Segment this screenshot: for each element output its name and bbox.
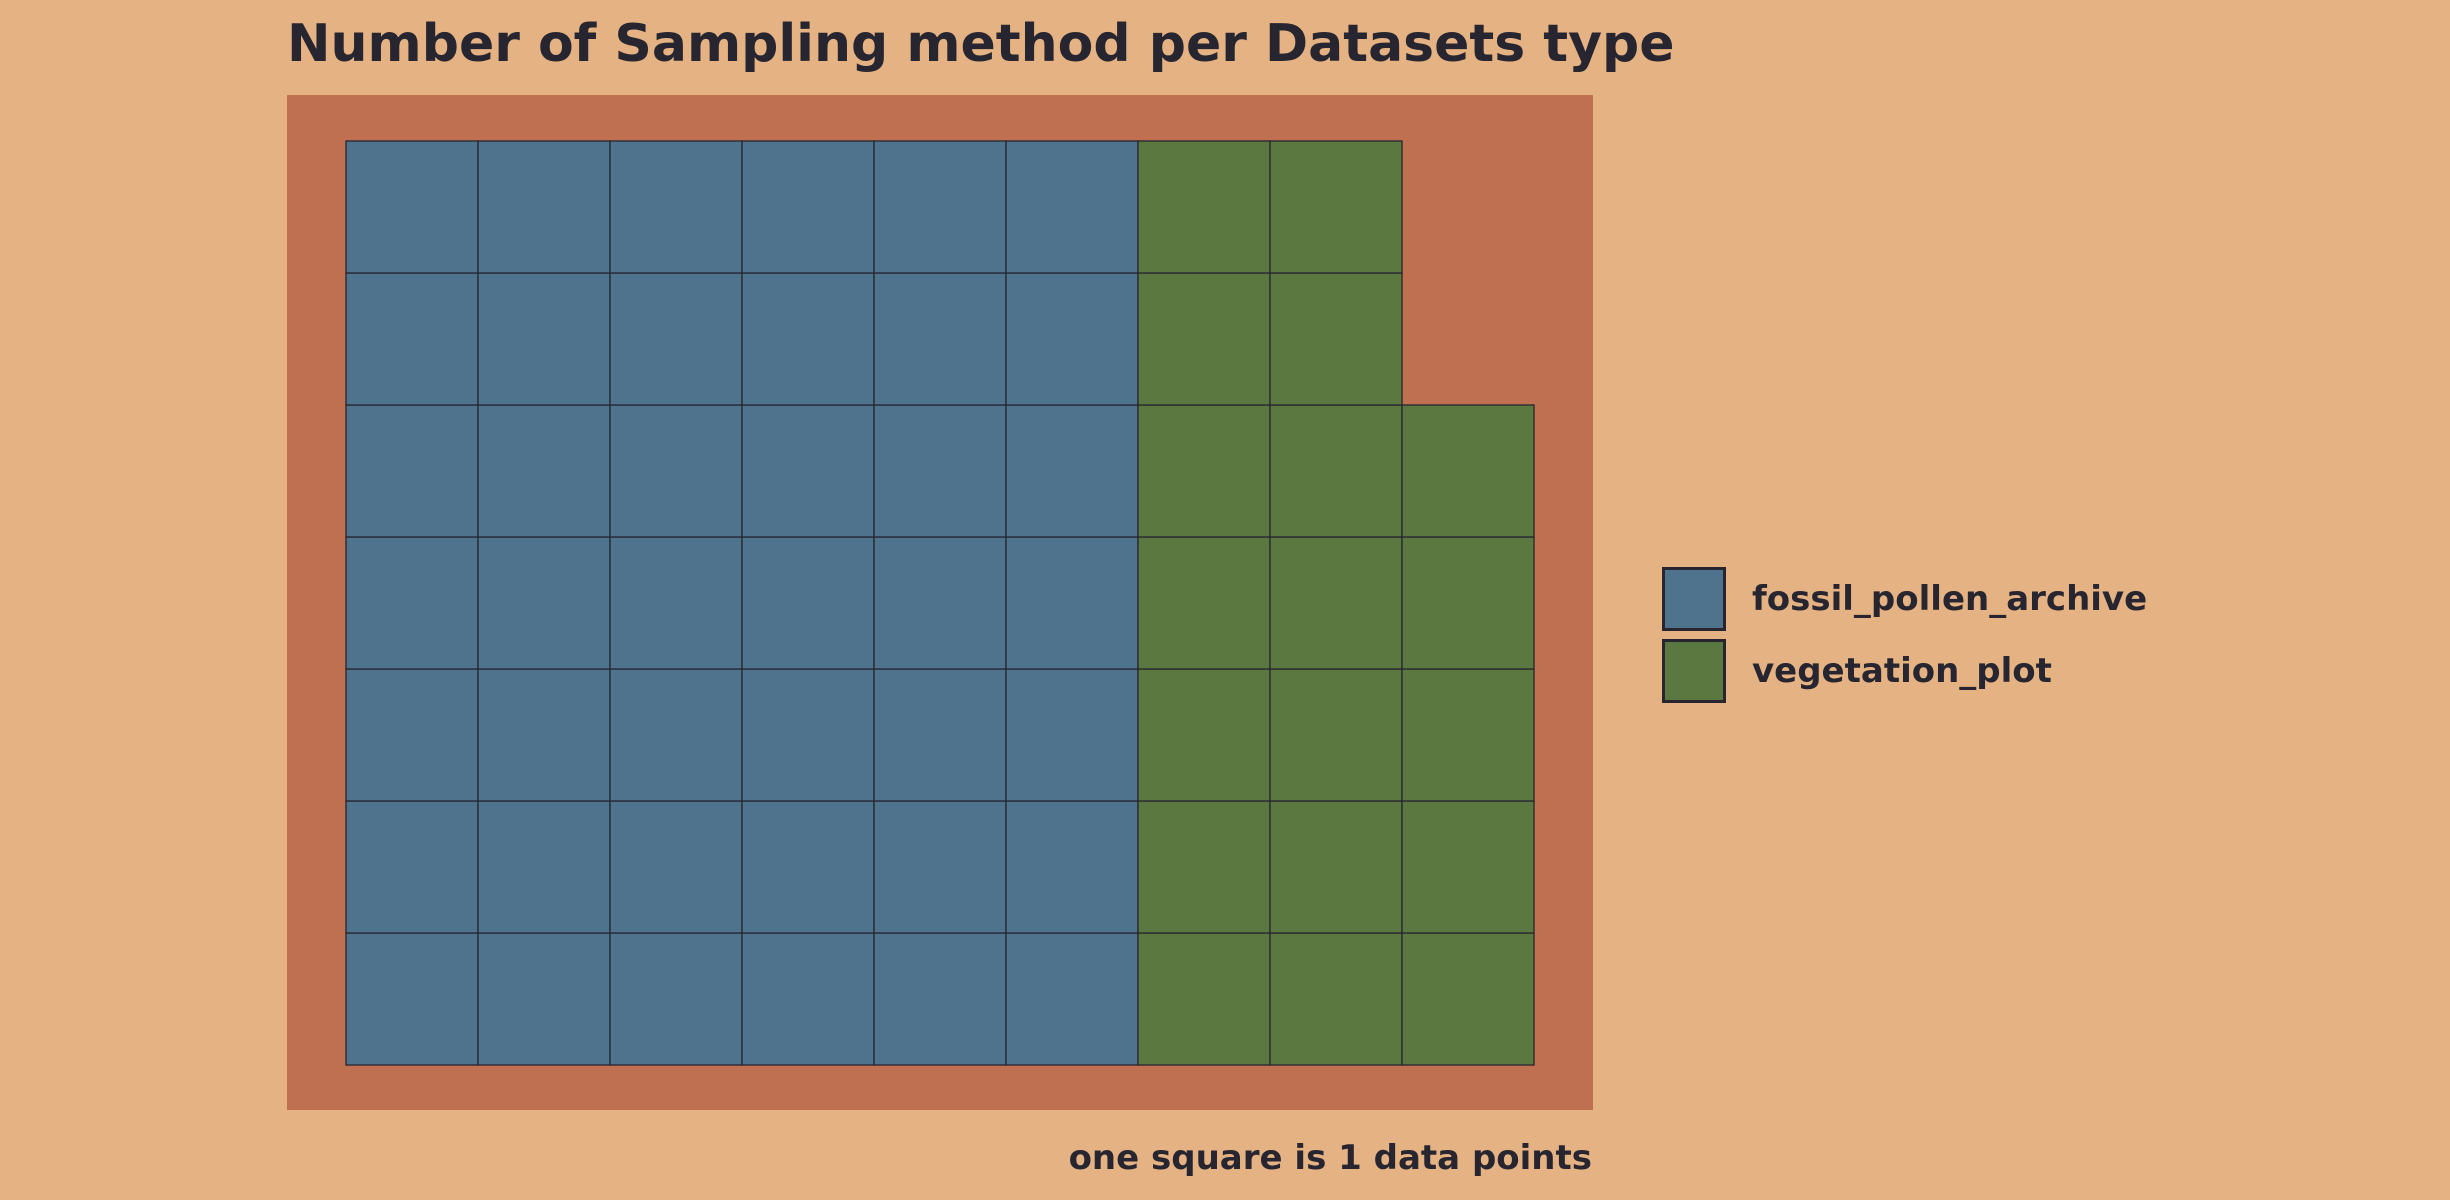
waffle-square-vegetation-plot xyxy=(1269,932,1403,1066)
legend-label: fossil_pollen_archive xyxy=(1752,578,2148,619)
waffle-square-vegetation-plot xyxy=(1137,536,1271,670)
waffle-square-vegetation-plot xyxy=(1269,404,1403,538)
waffle-chart xyxy=(287,95,1593,1110)
waffle-square-vegetation-plot xyxy=(1137,668,1271,802)
waffle-square-fossil-pollen-archive xyxy=(741,800,875,934)
waffle-square-fossil-pollen-archive xyxy=(741,272,875,406)
waffle-square-fossil-pollen-archive xyxy=(1005,536,1139,670)
legend-swatch xyxy=(1662,566,1726,631)
waffle-square-vegetation-plot xyxy=(1137,932,1271,1066)
waffle-square-fossil-pollen-archive xyxy=(477,932,611,1066)
waffle-square-vegetation-plot xyxy=(1269,668,1403,802)
legend-item-vegetation-plot: vegetation_plot xyxy=(1662,635,2147,706)
waffle-square-fossil-pollen-archive xyxy=(345,404,479,538)
waffle-square-fossil-pollen-archive xyxy=(1005,932,1139,1066)
waffle-square-vegetation-plot xyxy=(1269,800,1403,934)
waffle-square-fossil-pollen-archive xyxy=(1005,140,1139,274)
waffle-square-fossil-pollen-archive xyxy=(741,404,875,538)
waffle-square-fossil-pollen-archive xyxy=(609,536,743,670)
waffle-square-fossil-pollen-archive xyxy=(741,668,875,802)
waffle-square-fossil-pollen-archive xyxy=(873,140,1007,274)
legend-item-fossil-pollen-archive: fossil_pollen_archive xyxy=(1662,563,2147,634)
waffle-square-fossil-pollen-archive xyxy=(345,272,479,406)
waffle-square-fossil-pollen-archive xyxy=(873,668,1007,802)
waffle-square-fossil-pollen-archive xyxy=(1005,668,1139,802)
waffle-square-fossil-pollen-archive xyxy=(477,536,611,670)
waffle-square-vegetation-plot xyxy=(1401,932,1535,1066)
waffle-square-fossil-pollen-archive xyxy=(345,932,479,1066)
waffle-square-fossil-pollen-archive xyxy=(741,536,875,670)
waffle-square-vegetation-plot xyxy=(1401,536,1535,670)
waffle-square-fossil-pollen-archive xyxy=(609,140,743,274)
chart-caption: one square is 1 data points xyxy=(1068,1138,1592,1178)
legend-label: vegetation_plot xyxy=(1752,650,2052,691)
legend-swatch xyxy=(1662,638,1726,703)
waffle-square-fossil-pollen-archive xyxy=(609,404,743,538)
waffle-square-fossil-pollen-archive xyxy=(873,932,1007,1066)
legend: fossil_pollen_archive vegetation_plot xyxy=(1662,563,2147,707)
waffle-square-fossil-pollen-archive xyxy=(873,404,1007,538)
waffle-square-fossil-pollen-archive xyxy=(741,140,875,274)
plot-panel xyxy=(287,95,1593,1110)
waffle-square-fossil-pollen-archive xyxy=(1005,272,1139,406)
waffle-square-fossil-pollen-archive xyxy=(477,800,611,934)
waffle-square-fossil-pollen-archive xyxy=(609,272,743,406)
waffle-square-vegetation-plot xyxy=(1269,536,1403,670)
waffle-square-fossil-pollen-archive xyxy=(345,668,479,802)
waffle-square-fossil-pollen-archive xyxy=(345,536,479,670)
waffle-square-fossil-pollen-archive xyxy=(345,800,479,934)
waffle-square-vegetation-plot xyxy=(1137,404,1271,538)
waffle-square-fossil-pollen-archive xyxy=(345,140,479,274)
waffle-square-fossil-pollen-archive xyxy=(609,932,743,1066)
waffle-square-fossil-pollen-archive xyxy=(609,668,743,802)
waffle-square-fossil-pollen-archive xyxy=(1005,404,1139,538)
waffle-square-fossil-pollen-archive xyxy=(477,272,611,406)
waffle-square-vegetation-plot xyxy=(1137,800,1271,934)
waffle-square-fossil-pollen-archive xyxy=(873,536,1007,670)
waffle-square-vegetation-plot xyxy=(1137,140,1271,274)
waffle-square-fossil-pollen-archive xyxy=(477,668,611,802)
waffle-square-vegetation-plot xyxy=(1401,404,1535,538)
waffle-square-fossil-pollen-archive xyxy=(873,272,1007,406)
waffle-square-fossil-pollen-archive xyxy=(1005,800,1139,934)
waffle-square-fossil-pollen-archive xyxy=(609,800,743,934)
waffle-square-fossil-pollen-archive xyxy=(477,404,611,538)
chart-title: Number of Sampling method per Datasets t… xyxy=(287,14,1675,74)
waffle-square-vegetation-plot xyxy=(1269,140,1403,274)
waffle-square-vegetation-plot xyxy=(1401,668,1535,802)
waffle-square-vegetation-plot xyxy=(1401,800,1535,934)
waffle-square-fossil-pollen-archive xyxy=(741,932,875,1066)
waffle-square-fossil-pollen-archive xyxy=(477,140,611,274)
waffle-square-fossil-pollen-archive xyxy=(873,800,1007,934)
waffle-square-vegetation-plot xyxy=(1137,272,1271,406)
waffle-square-vegetation-plot xyxy=(1269,272,1403,406)
